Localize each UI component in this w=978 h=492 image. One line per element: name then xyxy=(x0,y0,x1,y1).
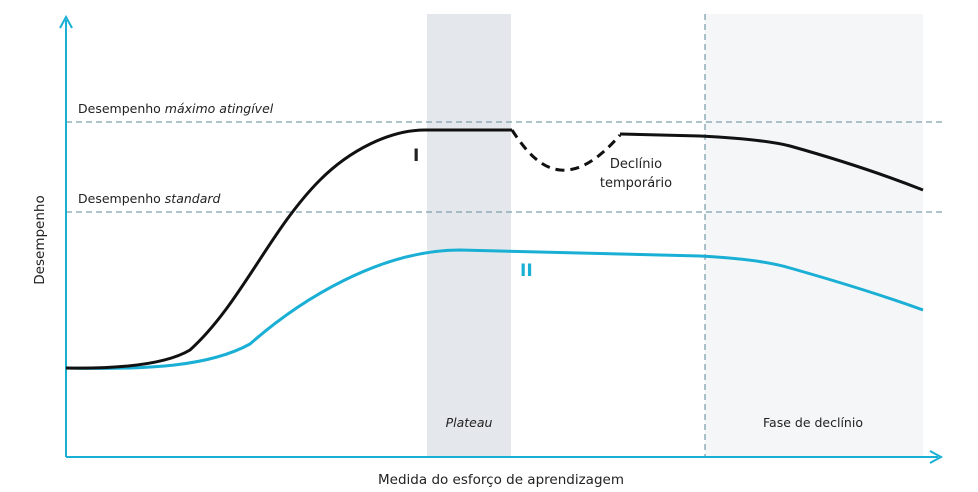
curve-two xyxy=(65,248,924,370)
decline-phase-label: Fase de declínio xyxy=(763,415,863,430)
curve-one xyxy=(65,128,512,370)
y-axis-label: Desempenho xyxy=(32,195,48,284)
temporary-decline-label-line2: temporário xyxy=(600,176,672,191)
x-axis-label: Medida do esforço de aprendizagem xyxy=(378,472,624,488)
standard-performance-label: Desempenho standard xyxy=(78,191,221,206)
curve-two-label: II xyxy=(520,261,533,281)
curve-one-label: I xyxy=(413,146,419,166)
curve-one-continuation xyxy=(619,132,924,192)
temporary-decline-label-line1: Declínio xyxy=(610,157,662,172)
curve-one-temporary-dip xyxy=(510,129,622,172)
decline-phase-band xyxy=(705,14,923,456)
y-axis-arrow xyxy=(59,14,73,29)
max-performance-label: Desempenho máximo atingível xyxy=(78,101,274,116)
plateau-band xyxy=(427,14,511,456)
x-axis-arrow xyxy=(929,450,944,464)
plateau-label: Plateau xyxy=(446,415,493,430)
